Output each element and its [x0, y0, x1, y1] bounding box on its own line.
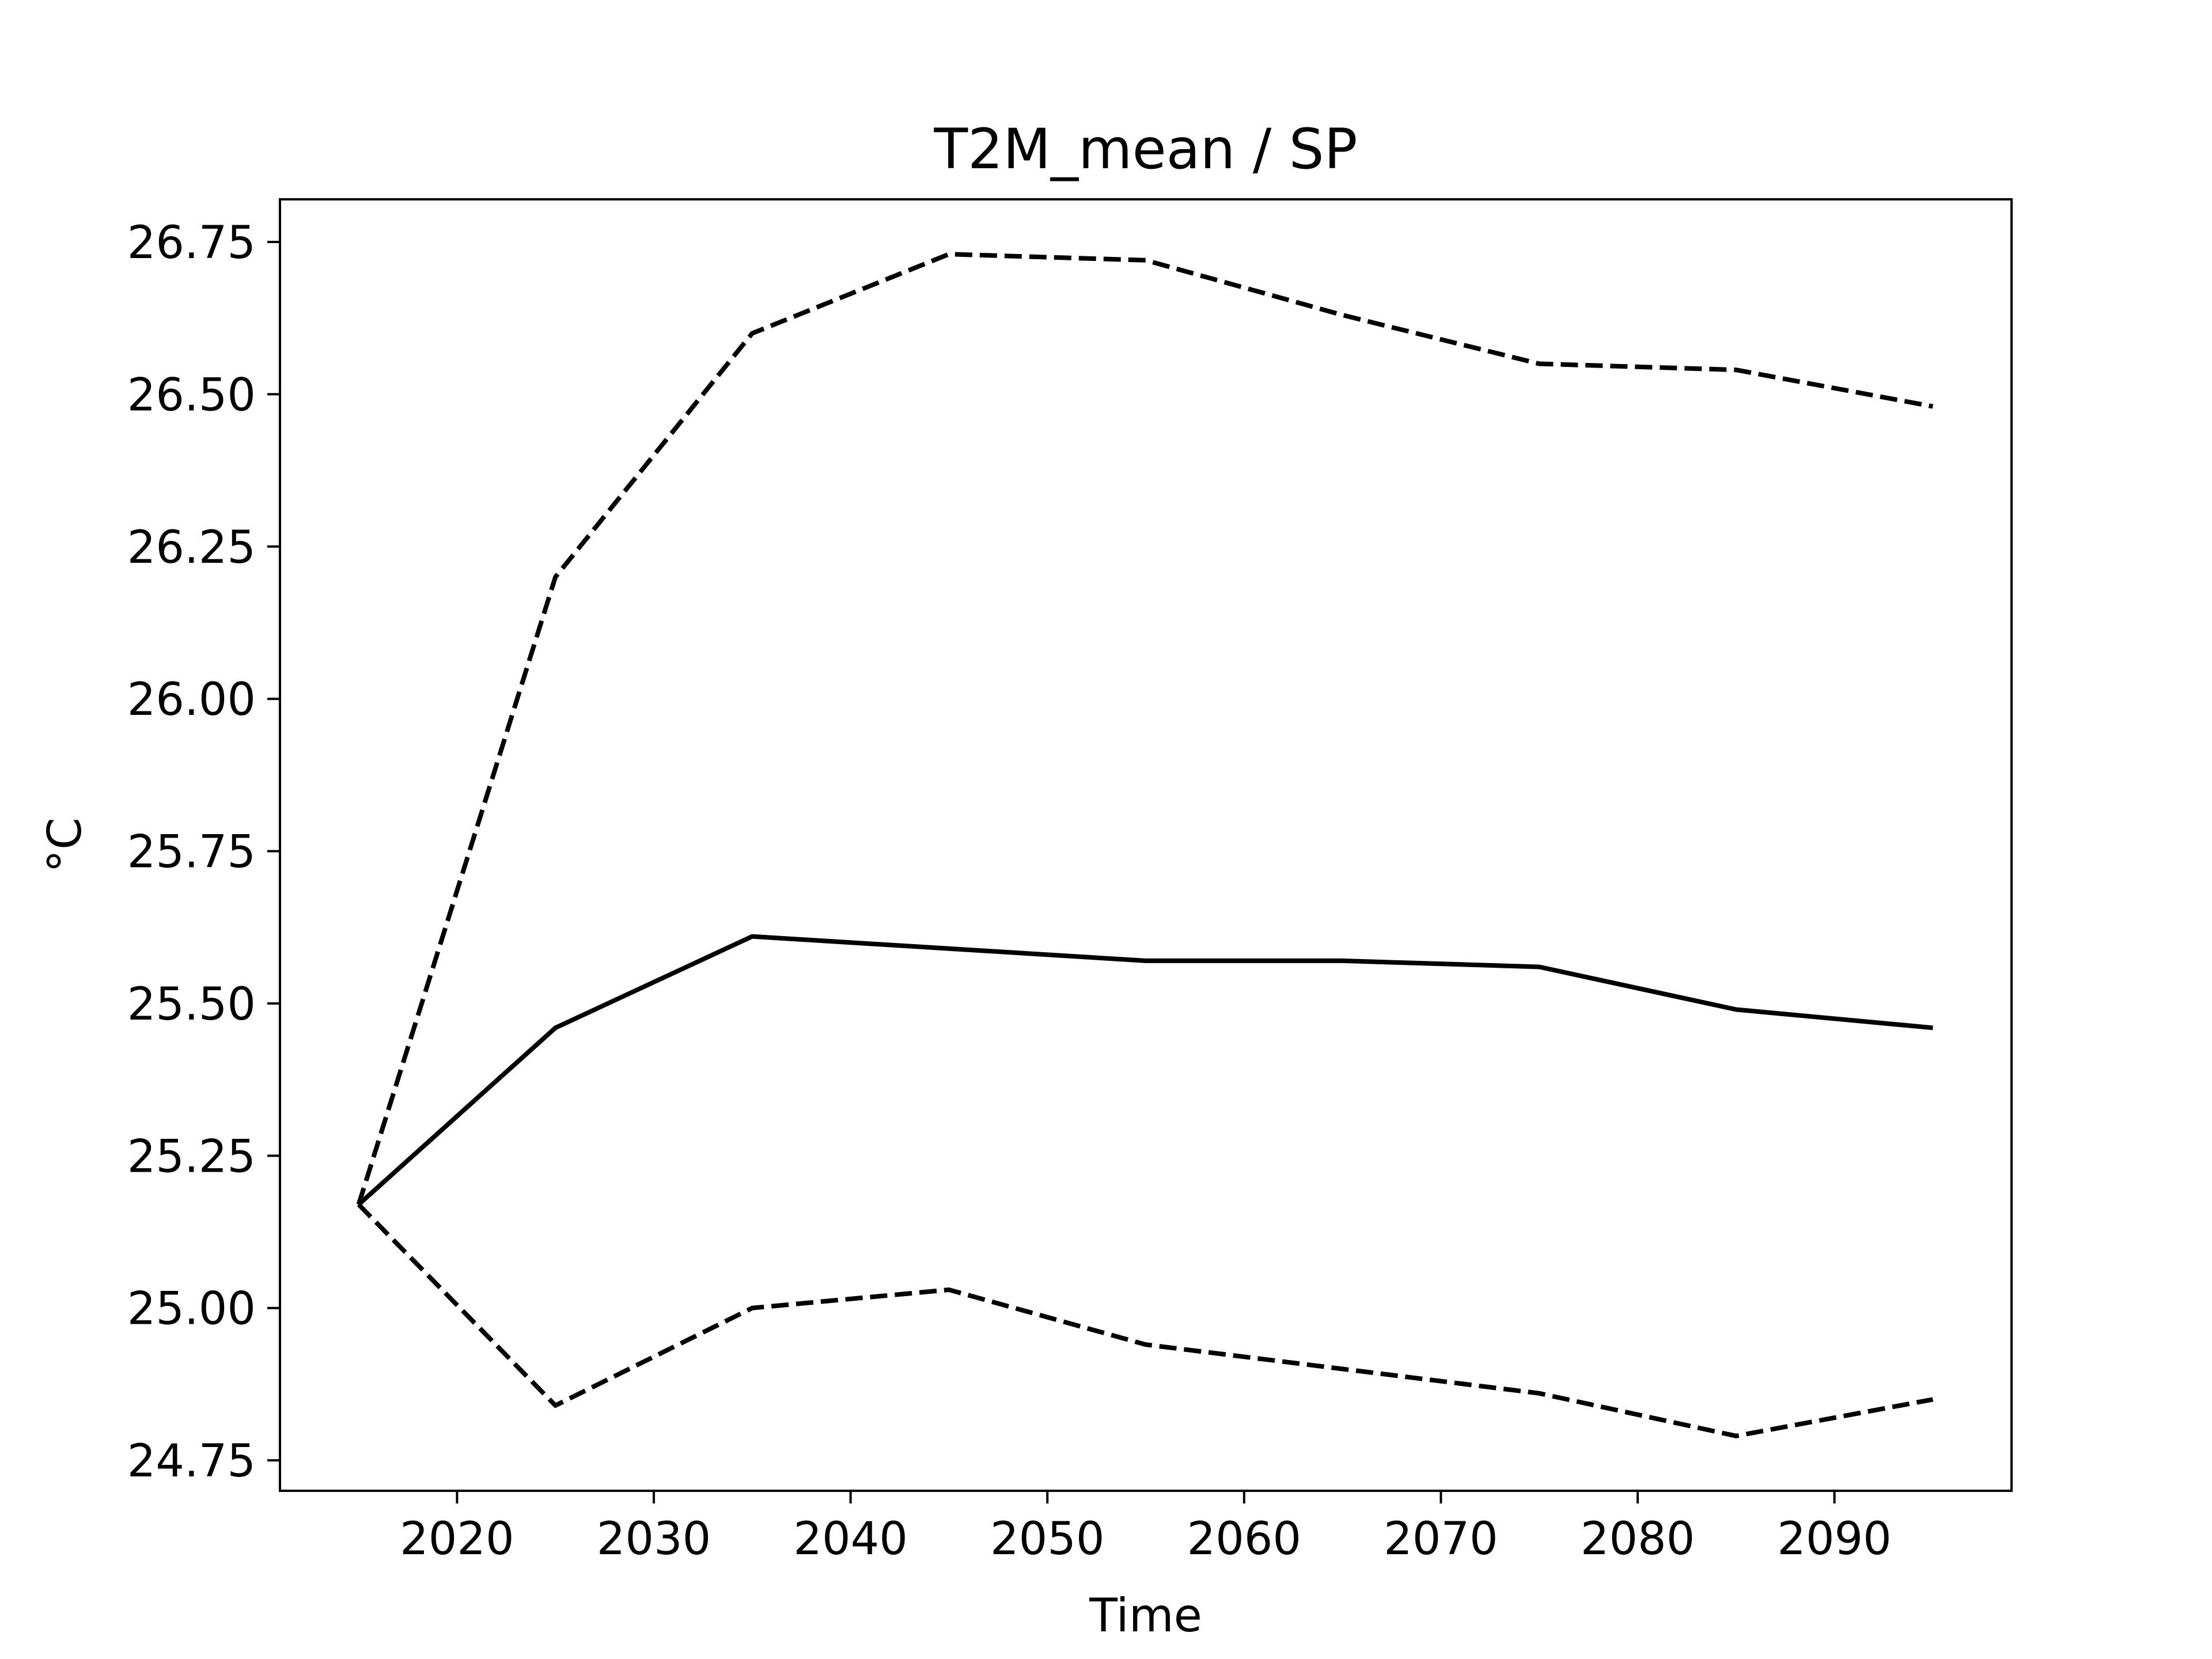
y-axis: 24.75 25.00 25.25 25.50 25.75 26.00 26.25 26.50… [127, 217, 280, 1487]
y-tick-label: 26.25 [127, 522, 256, 574]
x-axis-label: Time [1089, 1589, 1202, 1642]
y-tick-label: 25.00 [127, 1283, 256, 1335]
y-axis-label: °C [38, 817, 92, 873]
y-tick-label: 25.25 [127, 1131, 256, 1183]
x-tick-label: 2030 [597, 1513, 711, 1565]
x-tick-label: 2060 [1187, 1513, 1302, 1565]
dashed-series-line [357, 1203, 1934, 1438]
x-axis: 2020 2030 2040 2050 2060 2070 2080 2090 [400, 1491, 1892, 1565]
solid-series-line [357, 934, 1933, 1206]
dashed-series-line [356, 252, 1934, 1206]
x-tick-label: 2070 [1384, 1513, 1498, 1565]
y-tick-label: 26.50 [127, 369, 256, 421]
x-tick-label: 2050 [990, 1513, 1105, 1565]
x-tick-label: 2080 [1581, 1513, 1695, 1565]
x-tick-label: 2040 [793, 1513, 908, 1565]
chart-title: T2M_mean / SP [934, 117, 1358, 181]
y-tick-label: 26.00 [127, 674, 256, 726]
y-tick-label: 24.75 [127, 1435, 256, 1487]
y-tick-label: 26.75 [127, 217, 256, 269]
y-tick-label: 25.75 [127, 827, 256, 878]
x-tick-label: 2090 [1777, 1513, 1892, 1565]
y-tick-label: 25.50 [127, 979, 256, 1031]
axes-frame [279, 198, 2013, 1492]
x-tick-label: 2020 [400, 1513, 514, 1565]
series-layer [356, 252, 1934, 1438]
plot-area [279, 198, 2013, 1492]
